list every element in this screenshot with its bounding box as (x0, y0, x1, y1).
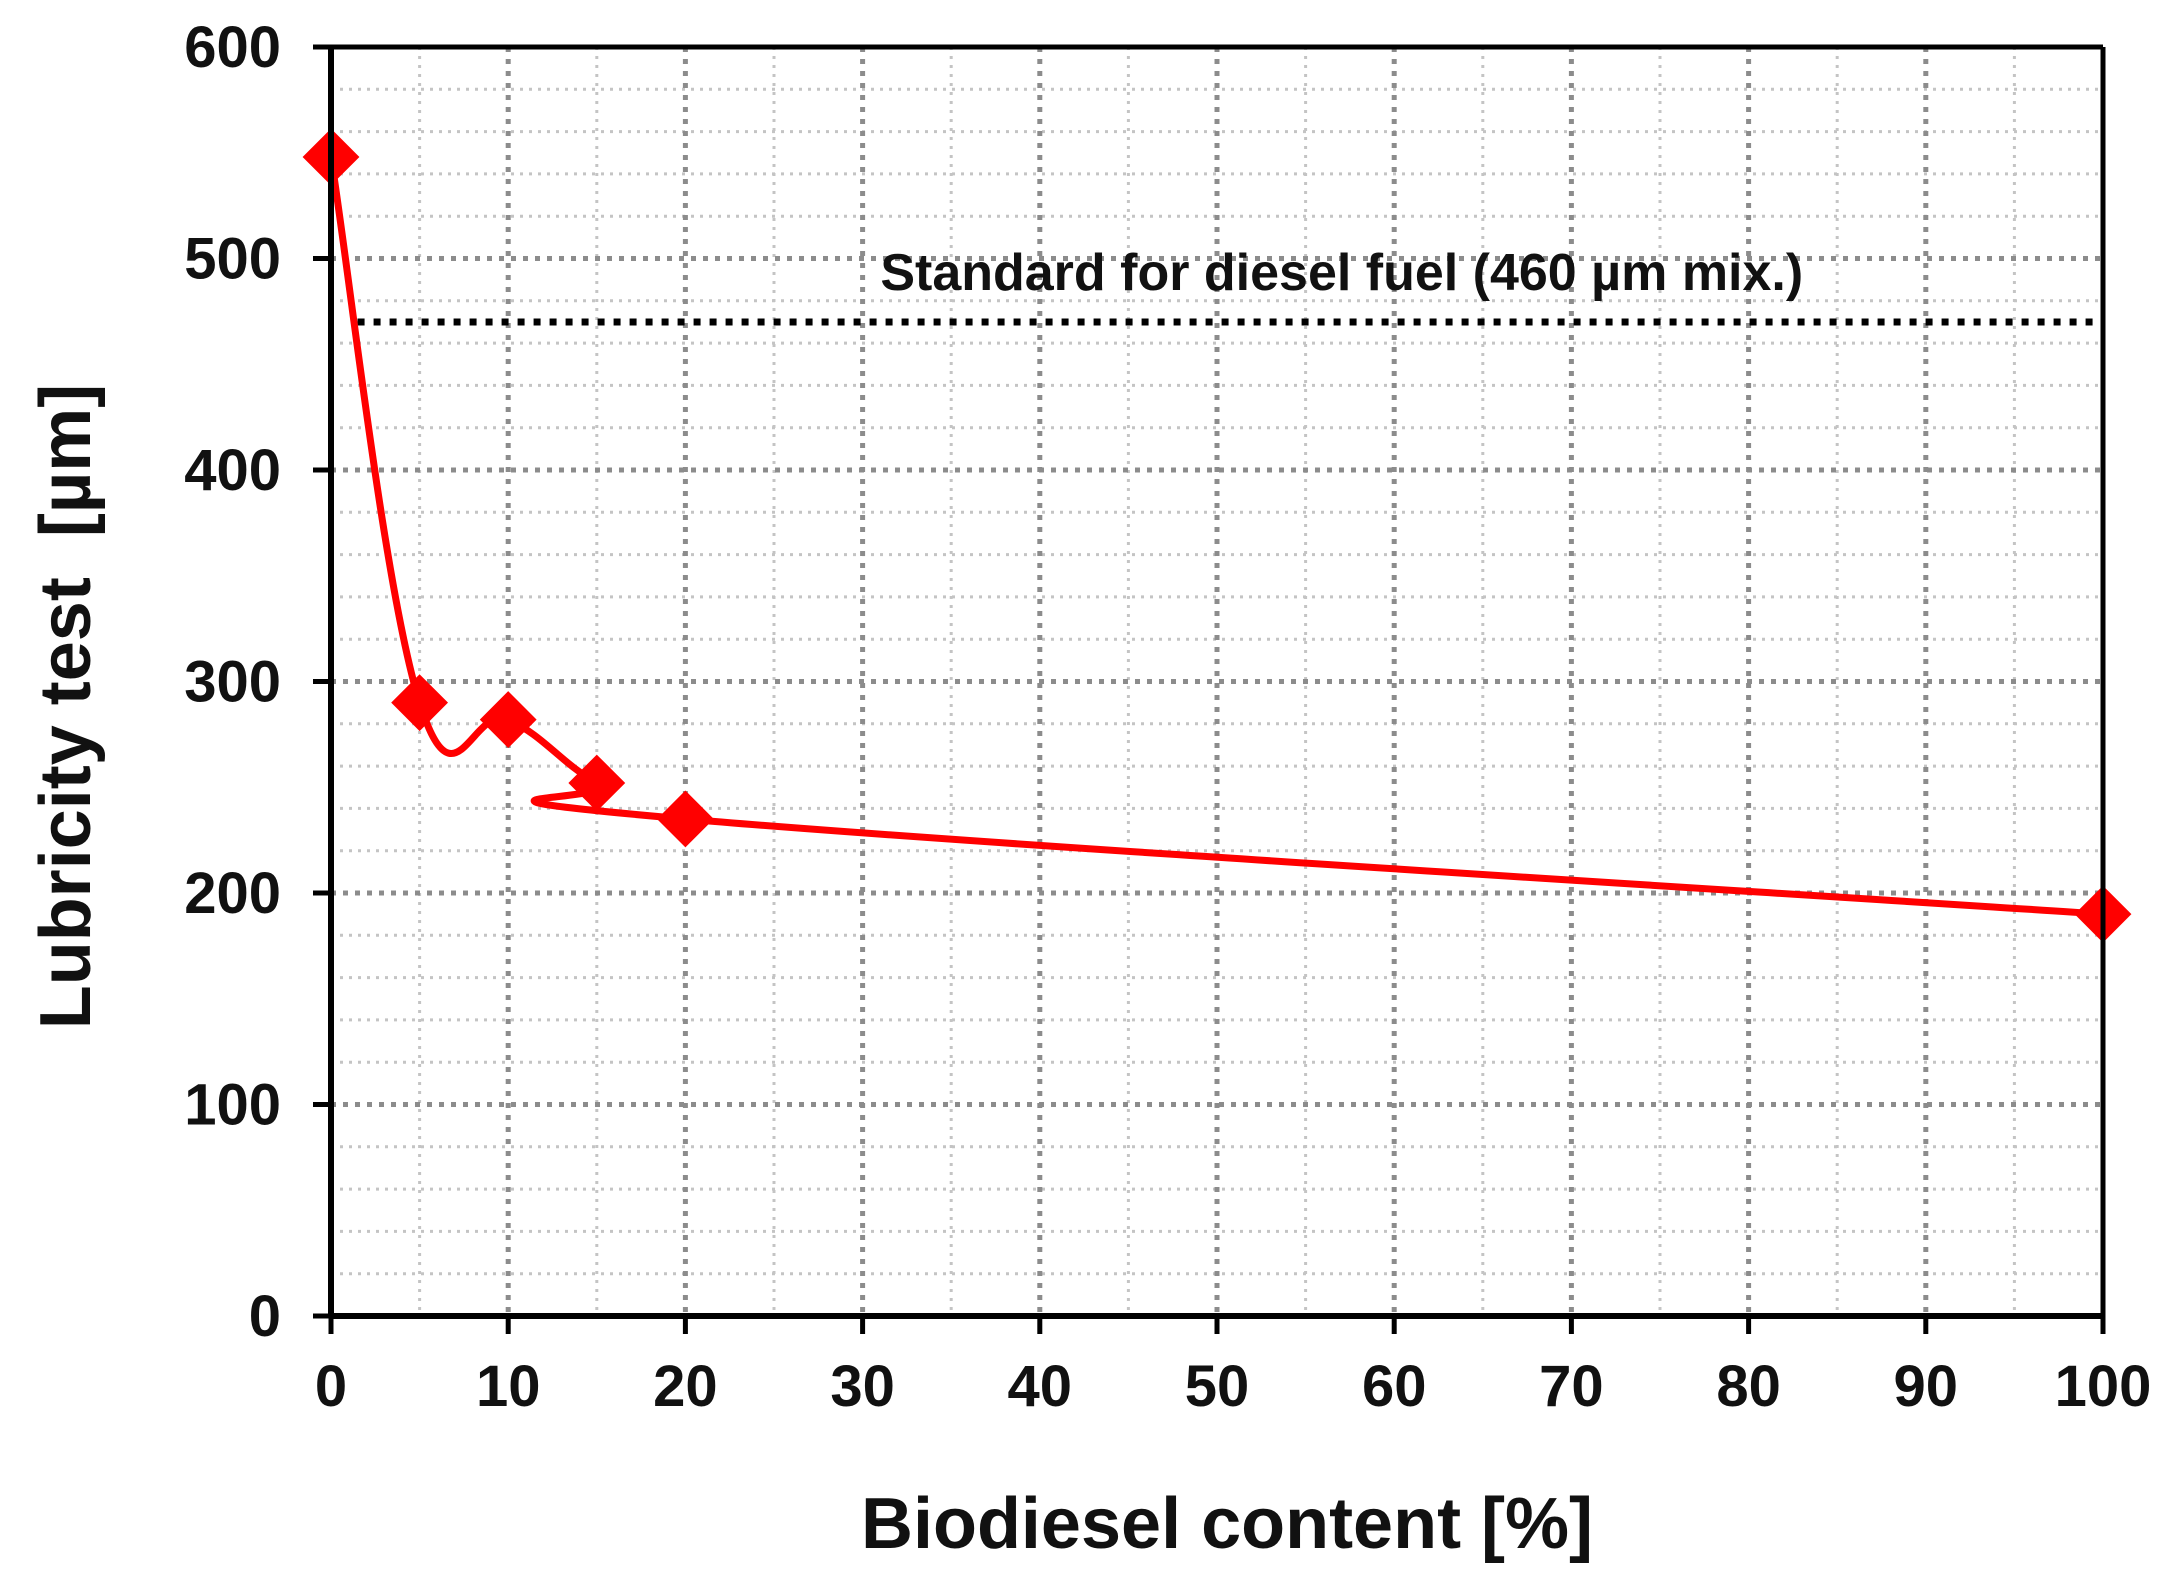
x-tick-label: 0 (315, 1354, 347, 1419)
y-tick-label: 500 (184, 227, 281, 292)
data-point-marker (568, 754, 626, 812)
y-tick-label: 300 (184, 650, 281, 715)
tick-labels: 0 10 20 30 40 50 60 70 80 90 100 0 100 200 300 400 500 60… (184, 15, 2151, 1419)
standard-annotation: Standard for diesel fuel (460 µm mix.) (880, 244, 1803, 302)
x-tick-label: 50 (1185, 1354, 1250, 1419)
data-point-marker (656, 790, 714, 848)
x-tick-label: 10 (476, 1354, 541, 1419)
plot-frame-layer (313, 44, 2106, 1334)
grid (328, 44, 2106, 1319)
data-point-marker (479, 691, 537, 748)
x-tick-label: 20 (653, 1354, 718, 1419)
y-tick-label: 400 (184, 438, 281, 503)
y-axis-title: Lubricity test [µm] (26, 384, 106, 1030)
x-axis-title: Biodiesel content [%] (861, 1484, 1593, 1564)
x-tick-label: 30 (830, 1354, 895, 1419)
y-tick-label: 100 (184, 1073, 281, 1138)
x-tick-label: 90 (1894, 1354, 1959, 1419)
x-tick-label: 60 (1362, 1354, 1427, 1419)
data-point-marker (391, 674, 449, 732)
y-tick-label: 0 (249, 1284, 281, 1349)
y-tick-label: 600 (184, 15, 281, 80)
x-tick-label: 40 (1008, 1354, 1073, 1419)
x-tick-label: 100 (2055, 1354, 2152, 1419)
y-tick-label: 200 (184, 861, 281, 926)
x-tick-label: 70 (1539, 1354, 1604, 1419)
x-tick-label: 80 (1716, 1354, 1781, 1419)
